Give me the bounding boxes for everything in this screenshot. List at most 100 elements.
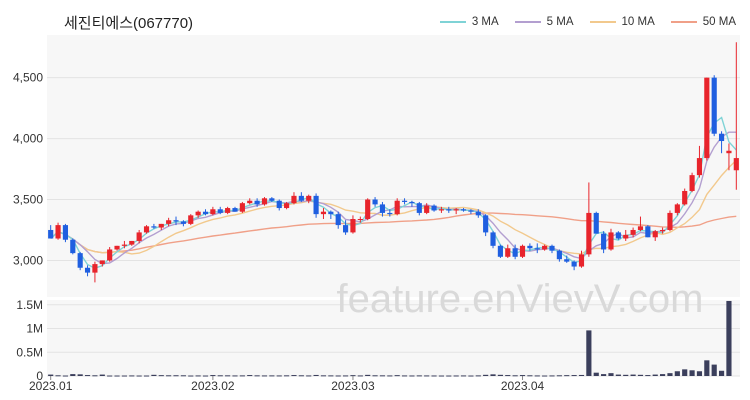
volume-bar: [453, 375, 459, 377]
volume-bar: [166, 375, 172, 377]
volume-bar: [151, 374, 157, 376]
legend-swatch-50ma: [670, 21, 697, 23]
volume-bar: [188, 375, 194, 377]
volume-bar: [578, 374, 585, 376]
volume-bar: [357, 375, 363, 377]
candle-body: [350, 219, 356, 233]
candle-body: [460, 209, 467, 211]
volume-bar: [512, 375, 518, 377]
volume-bar: [306, 375, 312, 377]
volume-bar: [387, 375, 393, 377]
volume-bar: [527, 375, 533, 377]
candle-body: [431, 205, 437, 211]
candle-body: [143, 226, 150, 233]
candle-body: [158, 223, 164, 228]
candle-body: [534, 248, 540, 250]
volume-tick-label: 1.5M: [16, 298, 43, 312]
legend-label-3ma: 3 MA: [471, 16, 499, 28]
candle-body: [107, 249, 113, 261]
ma-line-10: [50, 159, 737, 255]
volume-bar: [564, 375, 570, 377]
candle-body: [519, 245, 526, 257]
candle-body: [121, 244, 127, 246]
price-tick-label: 3,000: [13, 253, 43, 267]
candle-body: [711, 77, 717, 134]
volume-bar: [77, 374, 83, 376]
candle-body: [667, 212, 673, 230]
candle-body: [490, 232, 496, 246]
volume-bar: [593, 372, 599, 376]
candle-body: [593, 212, 599, 234]
candle-body: [733, 158, 739, 171]
candle-body: [77, 253, 83, 268]
volume-bar: [121, 375, 127, 377]
volume-bar: [195, 375, 201, 377]
volume-bar: [55, 375, 61, 377]
volume-bar: [534, 375, 540, 377]
legend-label-50ma: 50 MA: [702, 16, 736, 28]
x-tick-label: 2023.03: [331, 379, 375, 393]
legend-label-10ma: 10 MA: [621, 16, 655, 28]
volume-bar: [483, 374, 489, 376]
candle-body: [48, 229, 54, 239]
volume-bar: [210, 375, 216, 377]
candle-body: [261, 198, 268, 205]
candle-body: [674, 204, 680, 213]
candle-body: [84, 267, 91, 273]
chart-title: 세진티에스(067770): [64, 15, 194, 32]
candle-body: [195, 211, 201, 216]
volume-bar: [601, 374, 607, 376]
legend-swatch-3ma: [439, 21, 466, 23]
legend-label-5ma: 5 MA: [546, 16, 574, 28]
volume-bar: [335, 375, 341, 377]
volume-bar: [682, 369, 688, 376]
volume-bar: [446, 375, 452, 377]
volume-bar: [438, 375, 445, 377]
volume-bar: [571, 375, 577, 377]
volume-bar: [284, 375, 290, 377]
candle-body: [342, 225, 349, 233]
candle-body: [704, 77, 710, 159]
legend-swatch-5ma: [514, 21, 541, 23]
candle-body: [549, 245, 555, 251]
candle-body: [394, 200, 400, 215]
volume-bar: [217, 375, 223, 377]
legend-item-5ma: 5 MA: [514, 16, 574, 28]
volume-tick-label: 0.5M: [16, 345, 43, 359]
ma-line-5: [50, 131, 737, 265]
candle-body: [682, 190, 688, 205]
chart-legend: 3 MA 5 MA 10 MA 50 MA: [439, 16, 736, 28]
volume-bar: [689, 370, 695, 376]
volume-bar: [254, 375, 260, 377]
volume-bar: [586, 330, 592, 376]
candle-body: [70, 239, 76, 254]
ma-line-3: [50, 116, 737, 269]
candle-body: [497, 245, 503, 257]
candle-body: [387, 212, 393, 215]
volume-bar: [519, 375, 526, 377]
volume-bar: [497, 374, 503, 376]
candle-body: [306, 195, 312, 201]
volume-bar: [342, 375, 349, 377]
volume-bar: [99, 374, 105, 376]
candle-body: [180, 221, 186, 224]
candle-body: [247, 200, 253, 204]
candle-body: [291, 195, 297, 204]
candle-body: [505, 248, 511, 257]
volume-bar: [608, 373, 614, 376]
ma-line-50: [50, 212, 737, 254]
volume-bar: [143, 375, 150, 377]
candle-body: [136, 232, 142, 241]
candle-body: [608, 232, 614, 250]
volume-panel-bg: [47, 300, 740, 376]
volume-bar: [158, 375, 164, 377]
volume-bar: [48, 374, 54, 376]
candle-body: [225, 208, 231, 213]
volume-bar: [239, 375, 245, 377]
candle-body: [239, 203, 245, 212]
candle-body: [453, 209, 459, 211]
candle-body: [527, 245, 533, 249]
candle-body: [166, 220, 172, 224]
candle-body: [114, 245, 120, 250]
volume-bar: [630, 374, 636, 376]
